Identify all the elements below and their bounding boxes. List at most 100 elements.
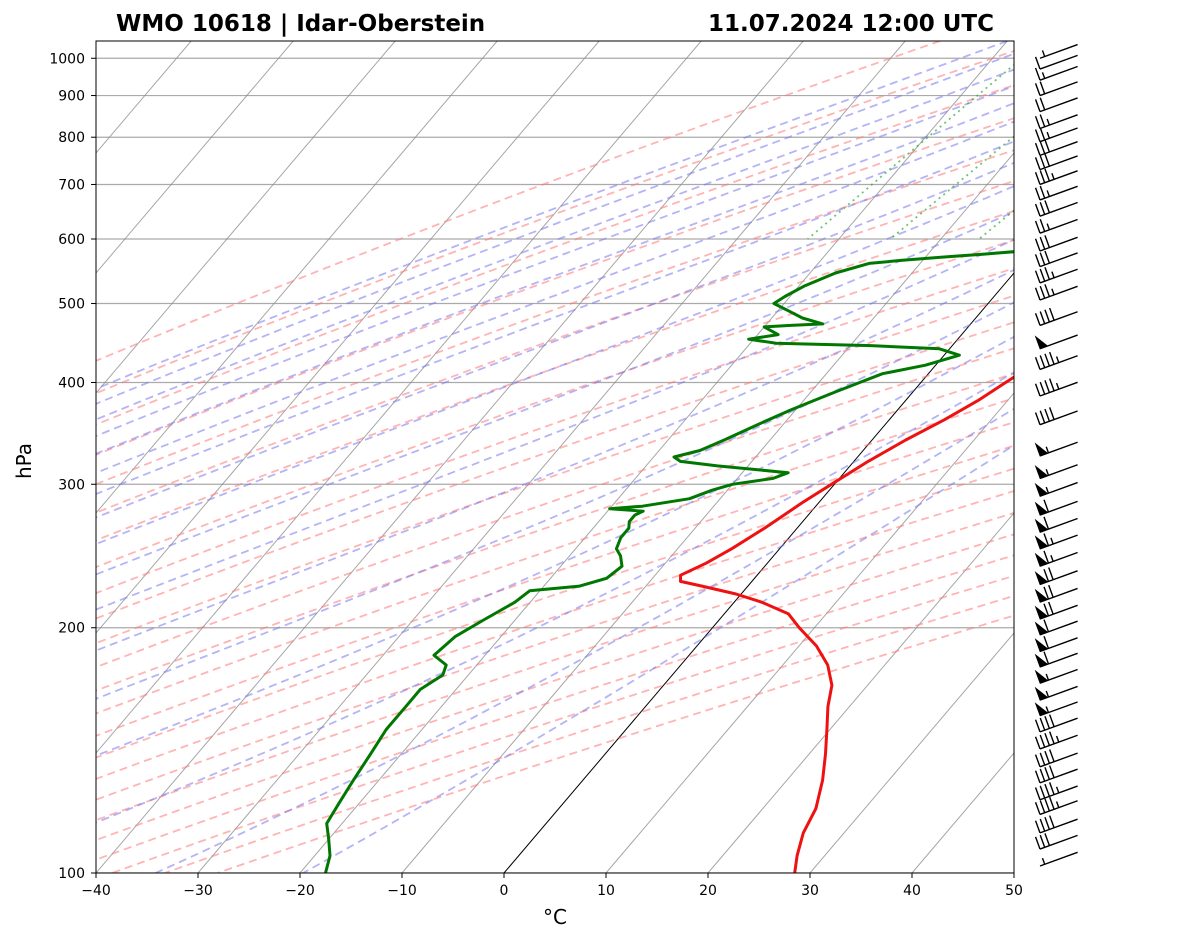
isotherm bbox=[197, 41, 906, 873]
isotherm bbox=[707, 512, 1014, 873]
isotherm bbox=[605, 392, 1014, 873]
mixing-ratio-lines bbox=[807, 41, 1181, 240]
wind-barb bbox=[1034, 407, 1078, 426]
wind-barb bbox=[1034, 54, 1078, 70]
wind-barb bbox=[1034, 235, 1078, 252]
x-tick-label: 0 bbox=[500, 883, 509, 899]
wind-barb bbox=[1034, 153, 1078, 171]
x-axis-label: °C bbox=[543, 905, 567, 929]
wind-barb bbox=[1034, 378, 1078, 397]
moist-adiabat bbox=[96, 210, 1014, 576]
dry-adiabat bbox=[96, 421, 1014, 737]
y-axis-ticks: 1000 900 800 700 600 500 400 300 200 100 bbox=[49, 51, 96, 882]
isotherm bbox=[96, 41, 804, 873]
wind-barb bbox=[1034, 796, 1078, 816]
wind-barb bbox=[1034, 114, 1078, 130]
wind-barb bbox=[1034, 127, 1078, 143]
dry-adiabat bbox=[96, 533, 1014, 842]
wind-barb bbox=[1034, 619, 1078, 636]
dry-adiabat bbox=[96, 397, 1014, 715]
wind-barb bbox=[1034, 516, 1078, 533]
moist-adiabat bbox=[96, 41, 1008, 390]
wind-barb bbox=[1034, 464, 1078, 480]
y-tick-label: 400 bbox=[58, 375, 85, 391]
x-axis-ticks: −40 −30 −20 −10 0 10 20 30 40 50 bbox=[81, 873, 1023, 899]
moist-adiabat bbox=[301, 444, 1014, 873]
wind-barb bbox=[1034, 139, 1078, 157]
wind-barb bbox=[1034, 97, 1078, 113]
wind-barb bbox=[1034, 284, 1078, 301]
moist-adiabat bbox=[153, 407, 1014, 873]
wind-barbs bbox=[1034, 43, 1078, 867]
wind-barb bbox=[1034, 749, 1078, 768]
wind-barb bbox=[1034, 307, 1078, 327]
chart-title-right: 11.07.2024 12:00 UTC bbox=[708, 11, 994, 37]
moist-adiabat bbox=[96, 102, 1014, 455]
mixing-ratio-line bbox=[1106, 41, 1181, 239]
isotherm bbox=[96, 41, 396, 394]
dry-adiabat bbox=[96, 511, 1014, 822]
temperature-profile-line bbox=[679, 375, 1014, 873]
wind-barb bbox=[1034, 65, 1078, 81]
y-axis-label: hPa bbox=[12, 443, 36, 479]
x-tick-label: 30 bbox=[801, 883, 819, 899]
wind-barb bbox=[1039, 43, 1078, 59]
wind-barb bbox=[1034, 351, 1078, 371]
dry-adiabat bbox=[96, 372, 1014, 692]
y-tick-label: 1000 bbox=[49, 51, 85, 67]
dry-adiabats bbox=[96, 41, 1014, 873]
x-tick-label: −30 bbox=[183, 883, 213, 899]
wind-barb bbox=[1034, 701, 1078, 717]
wind-barb bbox=[1034, 550, 1078, 567]
wind-barb bbox=[1034, 481, 1078, 497]
dry-adiabat bbox=[96, 467, 1014, 780]
x-tick-label: 10 bbox=[597, 883, 615, 899]
isotherm bbox=[96, 41, 498, 514]
wind-barb bbox=[1034, 81, 1078, 97]
plot-area bbox=[96, 41, 1181, 873]
y-tick-label: 100 bbox=[58, 866, 85, 882]
isotherm bbox=[809, 632, 1014, 873]
wind-barb bbox=[1034, 499, 1078, 516]
wind-barb bbox=[1034, 714, 1078, 733]
wind-barb bbox=[1034, 765, 1078, 784]
chart-title-left: WMO 10618 | Idar-Oberstein bbox=[116, 11, 485, 37]
dewpoint-profile-line bbox=[324, 250, 1014, 873]
x-tick-label: 20 bbox=[699, 883, 717, 899]
wind-barb bbox=[1034, 635, 1078, 653]
dry-adiabat bbox=[164, 594, 1014, 873]
dry-adiabat bbox=[217, 614, 1014, 873]
moist-adiabat bbox=[96, 161, 1014, 519]
wind-barb bbox=[1034, 168, 1078, 186]
wind-barb bbox=[1034, 218, 1078, 234]
dry-adiabat bbox=[96, 84, 1014, 426]
wind-barb bbox=[1034, 200, 1078, 217]
moist-adiabat bbox=[96, 68, 1014, 421]
wind-barb bbox=[1034, 250, 1078, 268]
wind-barb bbox=[1034, 567, 1078, 586]
moist-adiabat bbox=[96, 85, 1014, 438]
y-tick-label: 700 bbox=[58, 177, 85, 193]
wind-barb bbox=[1034, 731, 1078, 750]
dry-adiabat bbox=[96, 267, 1014, 595]
dry-adiabat bbox=[96, 50, 1014, 395]
wind-barb bbox=[1034, 815, 1078, 834]
y-tick-label: 200 bbox=[58, 621, 85, 637]
mixing-ratio-line bbox=[1055, 41, 1181, 239]
isotherm bbox=[96, 41, 294, 274]
wind-barb bbox=[1034, 833, 1078, 850]
wind-barb bbox=[1034, 685, 1078, 701]
dry-adiabat bbox=[96, 41, 941, 362]
wind-barb bbox=[1039, 851, 1078, 867]
mixing-ratio-line bbox=[889, 135, 1014, 240]
wind-barb bbox=[1034, 782, 1078, 801]
x-tick-label: 40 bbox=[903, 883, 921, 899]
profile-series bbox=[324, 250, 1014, 873]
wind-barb bbox=[1034, 533, 1078, 550]
moist-adiabat bbox=[96, 268, 1014, 652]
dry-adiabat bbox=[96, 210, 1014, 542]
y-tick-label: 500 bbox=[58, 297, 85, 313]
moist-adiabat bbox=[96, 120, 1014, 474]
wind-barb bbox=[1034, 601, 1078, 620]
